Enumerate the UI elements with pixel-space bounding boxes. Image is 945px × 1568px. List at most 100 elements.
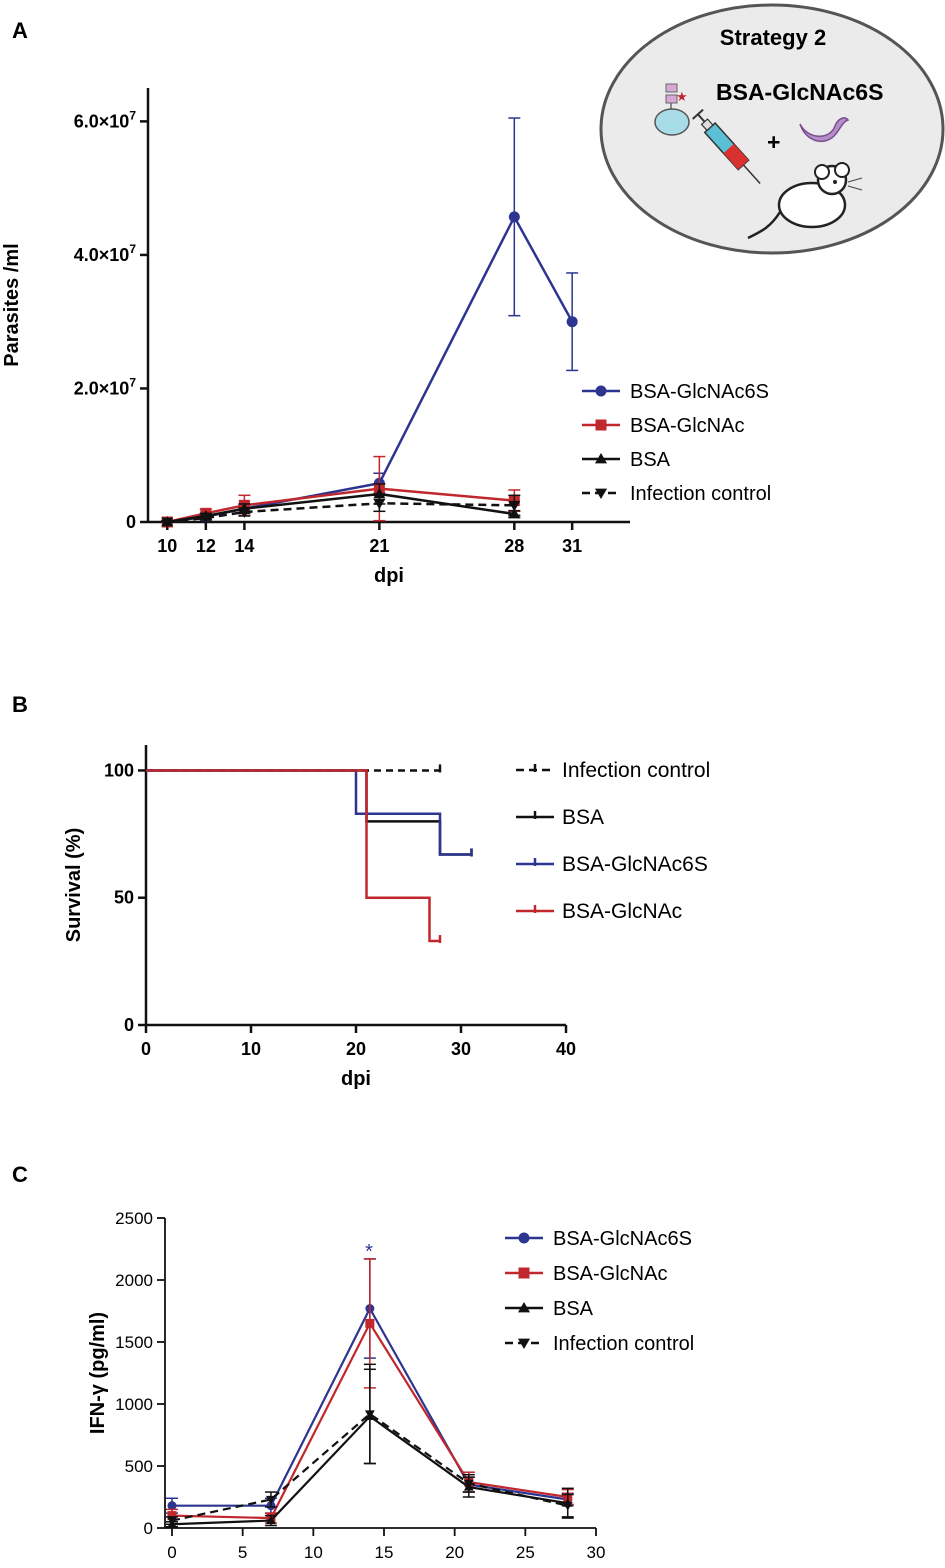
y-axis-title: Survival (%): [63, 828, 85, 942]
y-tick-label: 6.0×107: [74, 108, 137, 131]
series-bsa-glcnac6s: [146, 769, 473, 857]
y-tick-exponent: 7: [129, 242, 136, 256]
panel-c-axes: 05101520253005001000150020002500dpiIFN-γ…: [87, 1209, 605, 1568]
panel-c-label: C: [12, 1162, 28, 1187]
x-tick-label: 0: [167, 1543, 176, 1562]
line-bsa: [167, 492, 515, 524]
marker-infection-control: [562, 1502, 573, 1511]
legend-label: BSA-GlcNAc: [553, 1263, 667, 1285]
marker-infection-control: [238, 507, 251, 519]
line-bsa-glcnac6s: [167, 214, 574, 524]
y-tick-exponent: 7: [129, 375, 136, 389]
inset-ellipse: [599, 3, 945, 255]
y-tick-label: 4.0×107: [74, 242, 137, 265]
legend-item-infection-control: Infection control: [516, 759, 710, 782]
panel-c-legend: BSA-GlcNAc6S BSA-GlcNAc BSA Infection contr…: [505, 1228, 694, 1355]
legend-marker: [594, 488, 608, 500]
x-tick-label: 15: [375, 1543, 394, 1562]
panel-b-legend: Infection control BSA BSA-GlcNAc6S BSA-GlcN…: [516, 759, 710, 923]
legend-item-bsa: BSA: [582, 449, 671, 471]
x-axis-title: dpi: [341, 1068, 371, 1090]
series-bsa-glcnac: [161, 455, 521, 528]
panel-a-axes: 10 12 14 21 28 31 0 2.0×107 4.0×107 6.0×107 dpi Par…: [1, 88, 630, 587]
panel-a-legend: BSA-GlcNAc6S BSA-GlcNAc BSA Infection contr…: [582, 381, 771, 505]
y-axis-title: IFN-γ (pg/ml): [87, 1312, 109, 1434]
y-tick-label: 500: [125, 1457, 153, 1476]
y-tick-label: 0: [124, 1015, 134, 1035]
line-infection-control: [171, 1412, 568, 1522]
legend-marker: [518, 1232, 530, 1244]
marker-infection-control: [161, 517, 174, 529]
syringe-icon: [692, 108, 761, 184]
legend-item-bsa: BSA: [516, 806, 604, 829]
legend-label: BSA: [562, 806, 604, 829]
legend-item-infection-control: Infection control: [582, 483, 771, 505]
legend-item-bsa-glcnac: BSA-GlcNAc: [516, 900, 682, 923]
legend-item-infection-control: Infection control: [505, 1333, 694, 1355]
panel-a-label: A: [12, 18, 28, 43]
marker-bsa: [265, 1515, 276, 1525]
legend-marker: [595, 419, 607, 431]
legend-marker: [594, 452, 608, 464]
y-tick-label: 0: [126, 512, 136, 532]
panel-c-marks: [166, 1258, 574, 1528]
survival-line-bsa: [146, 769, 472, 856]
x-tick-label: 14: [234, 536, 254, 556]
panel-b-label: B: [12, 692, 28, 717]
legend-item-bsa-glcnac: BSA-GlcNAc: [582, 415, 744, 437]
legend-label: BSA-GlcNAc6S: [630, 381, 769, 403]
x-tick-label: 28: [504, 536, 524, 556]
marker-infection-control: [167, 1516, 177, 1526]
y-tick-label: 1500: [115, 1333, 153, 1352]
x-tick-label: 12: [196, 536, 216, 556]
y-tick-exponent: 7: [129, 108, 136, 122]
series-infection-control: [161, 494, 521, 529]
marker-bsa-glcnac6s: [167, 1501, 177, 1511]
legend-item-bsa-glcnac: BSA-GlcNAc: [505, 1263, 667, 1285]
legend-label: BSA: [630, 449, 671, 471]
series-bsa-glcnac6s: [161, 117, 579, 528]
panel-b-marks: [146, 764, 473, 943]
marker-infection-control: [508, 500, 521, 512]
x-tick-label: 10: [304, 1543, 323, 1562]
x-tick-label: 21: [369, 536, 389, 556]
legend-marker: [517, 1338, 531, 1350]
legend-label: BSA-GlcNAc: [630, 415, 744, 437]
legend-marker: [518, 1267, 530, 1279]
x-tick-label: 20: [346, 1039, 366, 1059]
marker-infection-control: [373, 498, 386, 510]
marker-infection-control: [364, 1410, 375, 1419]
marker-bsa-glcnac: [365, 1318, 375, 1328]
legend-label: Infection control: [630, 483, 771, 505]
y-tick-label: 0: [144, 1519, 153, 1538]
survival-line-bsa-glcnac6s: [146, 769, 472, 856]
y-axis-title: Parasites /ml: [1, 243, 23, 366]
svg-text:★: ★: [676, 90, 688, 105]
marker-infection-control: [463, 1479, 474, 1489]
legend-label: Infection control: [562, 759, 710, 782]
panel-a: A 10 12 14 21 28 31 0 2.0×107 4.0×107 6.0×107 dpi P…: [1, 3, 945, 587]
x-tick-label: 30: [451, 1039, 471, 1059]
series-infection-control: [166, 1363, 574, 1526]
legend-label: BSA-GlcNAc6S: [553, 1228, 692, 1250]
legend-label: BSA-GlcNAc6S: [562, 853, 708, 876]
mouse-icon: [747, 162, 863, 240]
significance-asterisk: *: [365, 1241, 373, 1263]
legend-item-bsa-glcnac6s: BSA-GlcNAc6S: [505, 1228, 692, 1250]
strategy-inset: Strategy 2 BSA-GlcNAc6S + ★: [599, 3, 945, 255]
y-tick-label: 50: [114, 888, 134, 908]
x-tick-label: 0: [141, 1039, 151, 1059]
x-tick-label: 20: [445, 1543, 464, 1562]
glycan-icon: ★: [654, 83, 690, 136]
legend-label: BSA: [553, 1298, 594, 1320]
marker-infection-control: [199, 513, 212, 525]
x-tick-label: 31: [562, 536, 582, 556]
panel-b: B 0 10 20 30 40 0 50 100 dpi Survival (%) Infecti…: [12, 692, 710, 1090]
legend-item-bsa-glcnac6s: BSA-GlcNAc6S: [516, 853, 708, 876]
survival-line-bsa-glcnac: [146, 769, 440, 943]
y-tick-label: 2500: [115, 1209, 153, 1228]
legend-marker: [517, 1301, 531, 1313]
legend-item-bsa-glcnac6s: BSA-GlcNAc6S: [582, 381, 769, 403]
marker-infection-control: [265, 1495, 276, 1505]
